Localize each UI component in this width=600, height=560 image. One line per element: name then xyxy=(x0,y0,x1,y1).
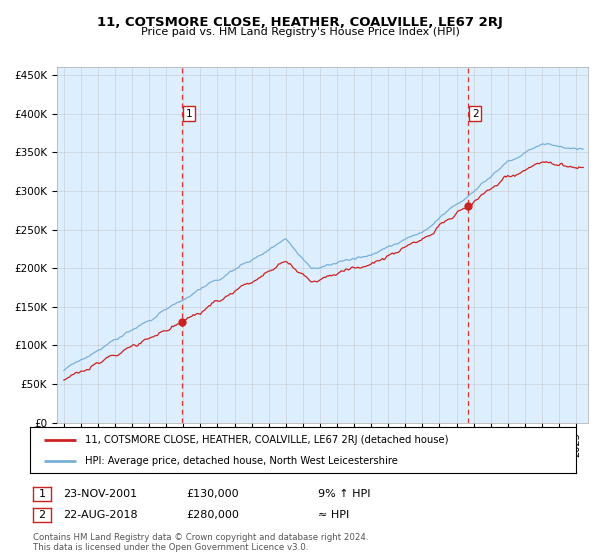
Text: 9% ↑ HPI: 9% ↑ HPI xyxy=(318,489,371,499)
Text: This data is licensed under the Open Government Licence v3.0.: This data is licensed under the Open Gov… xyxy=(33,543,308,552)
Text: 2: 2 xyxy=(38,510,46,520)
Text: Contains HM Land Registry data © Crown copyright and database right 2024.: Contains HM Land Registry data © Crown c… xyxy=(33,533,368,542)
Text: HPI: Average price, detached house, North West Leicestershire: HPI: Average price, detached house, Nort… xyxy=(85,456,397,466)
Text: Price paid vs. HM Land Registry's House Price Index (HPI): Price paid vs. HM Land Registry's House … xyxy=(140,27,460,37)
Text: 2: 2 xyxy=(472,109,479,119)
Text: 11, COTSMORE CLOSE, HEATHER, COALVILLE, LE67 2RJ: 11, COTSMORE CLOSE, HEATHER, COALVILLE, … xyxy=(97,16,503,29)
Text: 22-AUG-2018: 22-AUG-2018 xyxy=(63,510,137,520)
Text: 1: 1 xyxy=(186,109,193,119)
Text: £130,000: £130,000 xyxy=(186,489,239,499)
Text: £280,000: £280,000 xyxy=(186,510,239,520)
Text: 23-NOV-2001: 23-NOV-2001 xyxy=(63,489,137,499)
Text: 11, COTSMORE CLOSE, HEATHER, COALVILLE, LE67 2RJ (detached house): 11, COTSMORE CLOSE, HEATHER, COALVILLE, … xyxy=(85,435,448,445)
Text: 1: 1 xyxy=(38,489,46,499)
Text: ≈ HPI: ≈ HPI xyxy=(318,510,349,520)
